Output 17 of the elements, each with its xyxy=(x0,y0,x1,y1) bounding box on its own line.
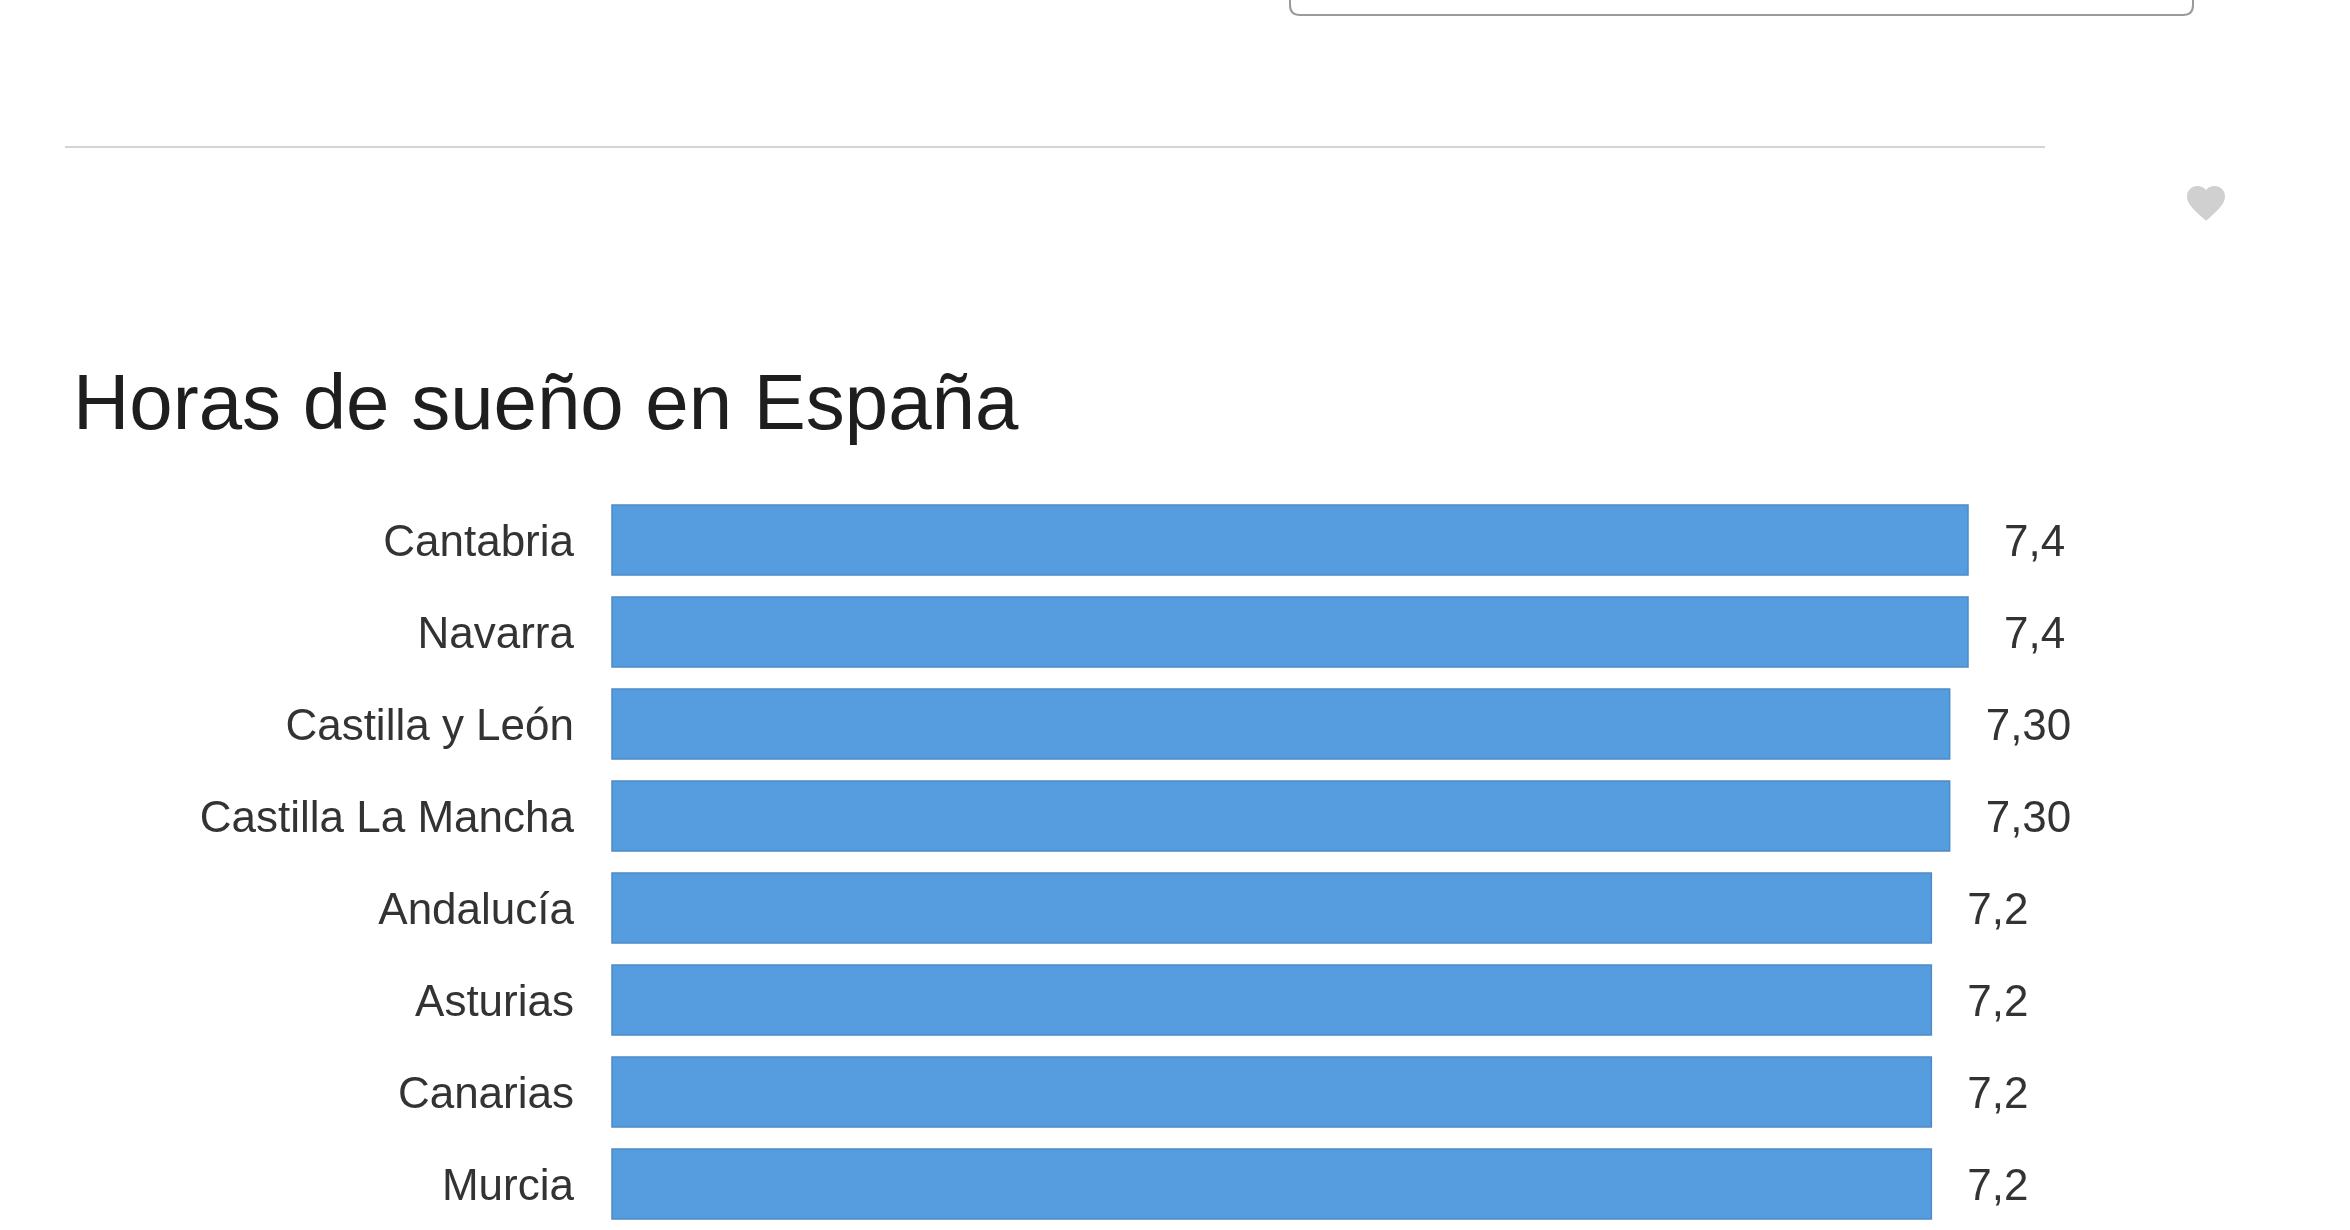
y-tick-label: Murcia xyxy=(441,1159,575,1209)
data-label: 7,2 xyxy=(1967,1067,2029,1117)
chart-title: Horas de sueño en España xyxy=(73,358,1019,446)
y-tick-label: Cantabria xyxy=(383,515,575,565)
y-tick-label: Asturias xyxy=(415,975,574,1025)
y-tick-label: Navarra xyxy=(417,607,575,657)
y-tick-label: Castilla La Mancha xyxy=(199,791,575,841)
data-label: 7,2 xyxy=(1967,883,2029,933)
data-label: 7,4 xyxy=(2004,607,2066,657)
data-label: 7,30 xyxy=(1985,791,2072,841)
data-label: 7,2 xyxy=(1967,975,2029,1025)
data-label: 7,2 xyxy=(1967,1159,2029,1209)
data-label: 7,4 xyxy=(2004,515,2066,565)
y-tick-label: Canarias xyxy=(397,1067,574,1117)
y-tick-label: Castilla y León xyxy=(285,699,574,749)
y-tick-label: Andalucía xyxy=(378,883,575,933)
data-label: 7,30 xyxy=(1985,699,2072,749)
